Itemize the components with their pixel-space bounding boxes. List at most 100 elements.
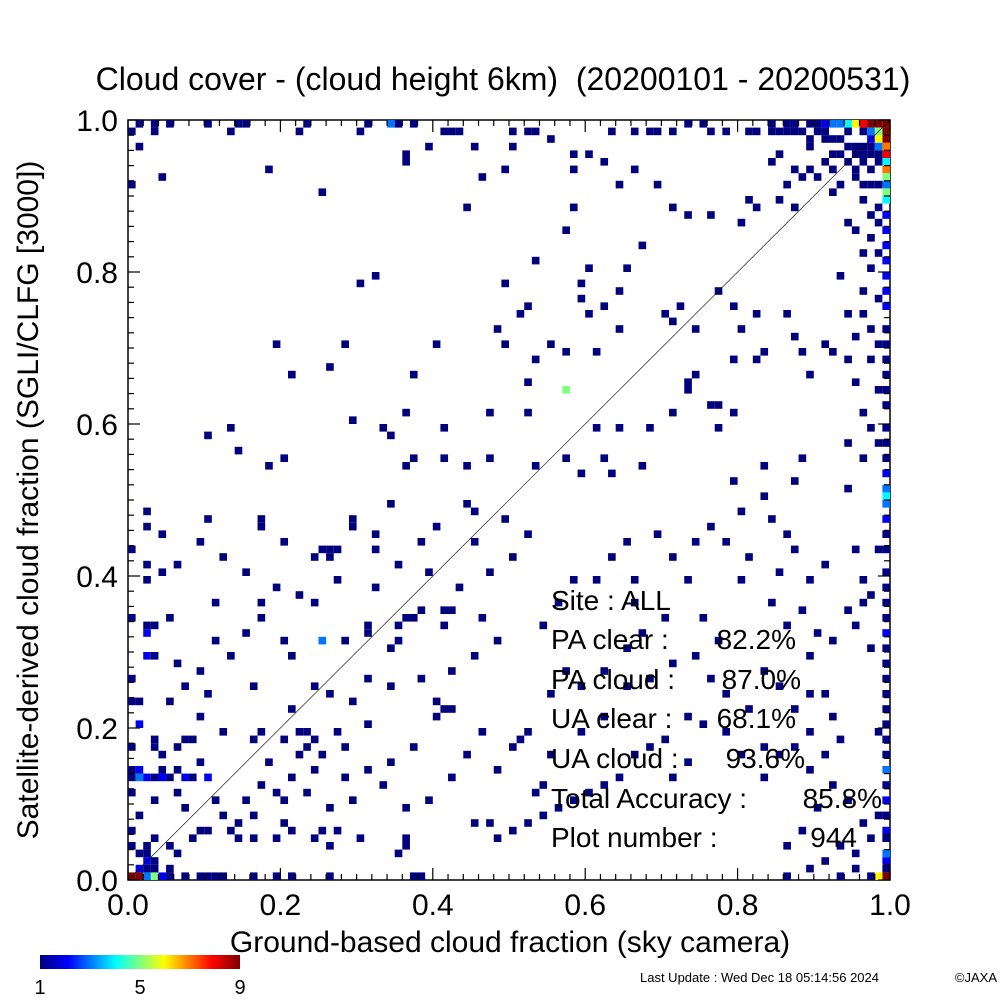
heatmap-cell — [150, 743, 159, 751]
heatmap-cell — [135, 142, 144, 151]
heatmap-cell — [600, 781, 609, 789]
heatmap-cell — [394, 636, 403, 645]
heatmap-cell — [440, 127, 449, 136]
heatmap-cell — [836, 135, 845, 143]
heatmap-cell — [585, 150, 593, 158]
heatmap-cell — [669, 773, 677, 782]
heatmap-cell — [295, 591, 304, 599]
heatmap-cell — [806, 576, 814, 584]
heatmap-cell — [867, 127, 875, 136]
heatmap-cell — [859, 158, 868, 166]
stat-plot-number-label: Plot number : — [551, 822, 718, 853]
heatmap-cell — [326, 553, 334, 561]
heatmap-cell — [440, 621, 449, 630]
heatmap-cell — [859, 598, 868, 607]
heatmap-cell — [608, 469, 616, 478]
heatmap-cell — [882, 515, 890, 523]
heatmap-cell — [737, 507, 746, 516]
heatmap-cell — [173, 849, 182, 858]
heatmap-cell — [813, 173, 822, 181]
heatmap-cell — [493, 834, 502, 842]
heatmap-cell — [509, 553, 517, 561]
heatmap-cell — [691, 538, 700, 546]
heatmap-cell — [417, 872, 426, 880]
heatmap-cell — [775, 150, 784, 158]
heatmap-cell — [150, 127, 159, 136]
heatmap-cell — [409, 370, 418, 379]
heatmap-cell — [821, 135, 830, 143]
heatmap-cell — [394, 621, 403, 630]
heatmap-cell — [348, 515, 357, 523]
heatmap-cell — [547, 135, 555, 143]
heatmap-cell — [227, 127, 235, 136]
heatmap-cell — [844, 484, 852, 493]
heatmap-cell — [364, 629, 372, 637]
heatmap-cell — [219, 728, 228, 736]
heatmap-cell — [798, 348, 807, 356]
heatmap-cell — [150, 857, 159, 865]
heatmap-cell — [409, 872, 418, 880]
heatmap-cell — [874, 439, 883, 447]
heatmap-cell — [691, 370, 700, 379]
heatmap-cell — [882, 614, 890, 622]
heatmap-cell — [783, 310, 791, 318]
heatmap-cell — [882, 568, 890, 576]
heatmap-cell — [143, 522, 151, 531]
stat-pa-cloud-value: 87.0% — [722, 664, 801, 695]
heatmap-cell — [173, 766, 182, 774]
heatmap-cell — [851, 378, 860, 386]
heatmap-cell — [844, 355, 852, 364]
heatmap-cell — [669, 317, 677, 326]
heatmap-cell — [333, 826, 342, 835]
heatmap-cell — [135, 120, 144, 128]
heatmap-cell — [775, 750, 784, 759]
heatmap-cell — [882, 864, 890, 873]
heatmap-cell — [333, 576, 342, 584]
heatmap-cell — [463, 203, 471, 212]
heatmap-cell — [135, 773, 144, 782]
heatmap-cell — [303, 120, 311, 128]
heatmap-cell — [630, 598, 639, 607]
heatmap-cell — [425, 142, 433, 151]
heatmap-cell — [882, 659, 890, 668]
heatmap-cell — [303, 728, 311, 736]
heatmap-cell — [859, 120, 868, 128]
heatmap-cell — [844, 606, 852, 614]
heatmap-cell — [280, 454, 289, 462]
heatmap-cell — [768, 120, 776, 128]
heatmap-cell — [135, 872, 144, 880]
diagonal-line — [127, 119, 891, 881]
heatmap-cell — [836, 735, 845, 744]
heatmap-cell — [790, 477, 799, 485]
y-axis-label: Satellite-derived cloud fraction (SGLI/C… — [12, 161, 45, 840]
heatmap-cell — [867, 120, 875, 128]
heatmap-cell — [524, 408, 532, 417]
heatmap-cell — [684, 386, 692, 394]
heatmap-cell — [158, 530, 167, 538]
heatmap-cell — [432, 697, 441, 706]
heatmap-cell — [364, 120, 372, 128]
heatmap-cell — [448, 667, 456, 675]
heatmap-cell — [448, 705, 456, 713]
heatmap-cell — [257, 728, 266, 736]
heatmap-cell — [646, 127, 654, 136]
heatmap-cell — [486, 408, 494, 417]
heatmap-cell — [272, 788, 281, 797]
heatmap-cell — [867, 834, 875, 842]
heatmap-cell — [143, 773, 151, 782]
heatmap-cell — [364, 674, 372, 683]
heatmap-cell — [569, 576, 578, 584]
heatmap-cell — [882, 598, 890, 607]
heatmap-cell — [188, 834, 197, 842]
heatmap-cell — [181, 872, 189, 880]
heatmap-cell — [128, 766, 136, 774]
heatmap-cell — [486, 819, 494, 827]
heatmap-cell — [478, 614, 487, 622]
heatmap-cell — [600, 667, 609, 675]
heatmap-cell — [310, 766, 319, 774]
heatmap-cell — [341, 743, 349, 751]
heatmap-cell — [775, 682, 784, 690]
heatmap-cell — [752, 127, 761, 136]
heatmap-cell — [790, 165, 799, 174]
heatmap-cell — [173, 560, 182, 569]
